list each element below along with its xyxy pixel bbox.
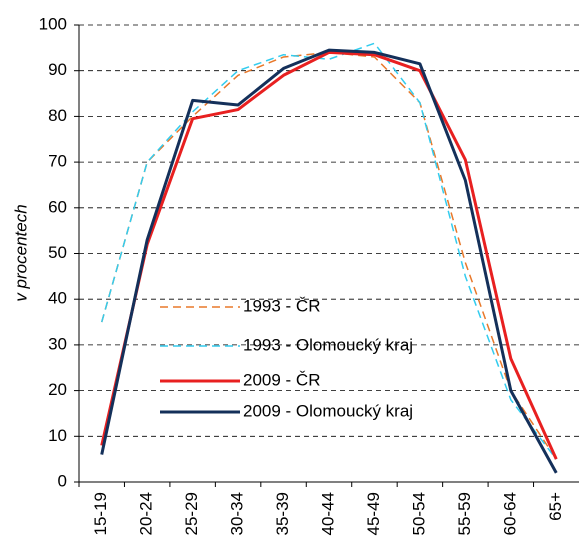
y-axis-label: v procentech xyxy=(11,204,30,301)
y-tick-label: 90 xyxy=(48,60,67,79)
series-line xyxy=(101,51,557,460)
x-tick-label: 20-24 xyxy=(137,492,156,535)
y-tick-label: 100 xyxy=(39,14,67,33)
x-tick-label: 35-39 xyxy=(273,492,292,535)
x-tick-label: 45-49 xyxy=(364,492,383,535)
y-tick-label: 20 xyxy=(48,380,67,399)
legend-label: 2009 - ČR xyxy=(243,370,320,389)
x-tick-label: 65+ xyxy=(546,492,565,521)
series-line xyxy=(100,50,558,460)
x-tick-label: 30-34 xyxy=(228,492,247,535)
legend-label: 1993 - ČR xyxy=(243,296,320,315)
x-tick-label: 25-29 xyxy=(182,492,201,535)
y-tick-label: 10 xyxy=(48,426,67,445)
series-line xyxy=(100,48,558,474)
y-tick-label: 60 xyxy=(48,197,67,216)
legend-label: 2009 - Olomoucký kraj xyxy=(243,401,413,420)
y-tick-label: 40 xyxy=(48,289,67,308)
x-tick-label: 50-54 xyxy=(409,492,428,535)
x-tick-label: 40-44 xyxy=(318,492,337,535)
x-tick-label: 55-59 xyxy=(455,492,474,535)
y-tick-label: 80 xyxy=(48,106,67,125)
y-tick-label: 30 xyxy=(48,334,67,353)
x-tick-label: 15-19 xyxy=(91,492,110,535)
y-tick-label: 50 xyxy=(48,243,67,262)
series-line xyxy=(101,42,557,460)
legend-label: 1993 - Olomoucký kraj xyxy=(243,335,413,354)
y-tick-label: 70 xyxy=(48,152,67,171)
x-tick-label: 60-64 xyxy=(500,492,519,535)
y-tick-label: 0 xyxy=(58,471,67,490)
